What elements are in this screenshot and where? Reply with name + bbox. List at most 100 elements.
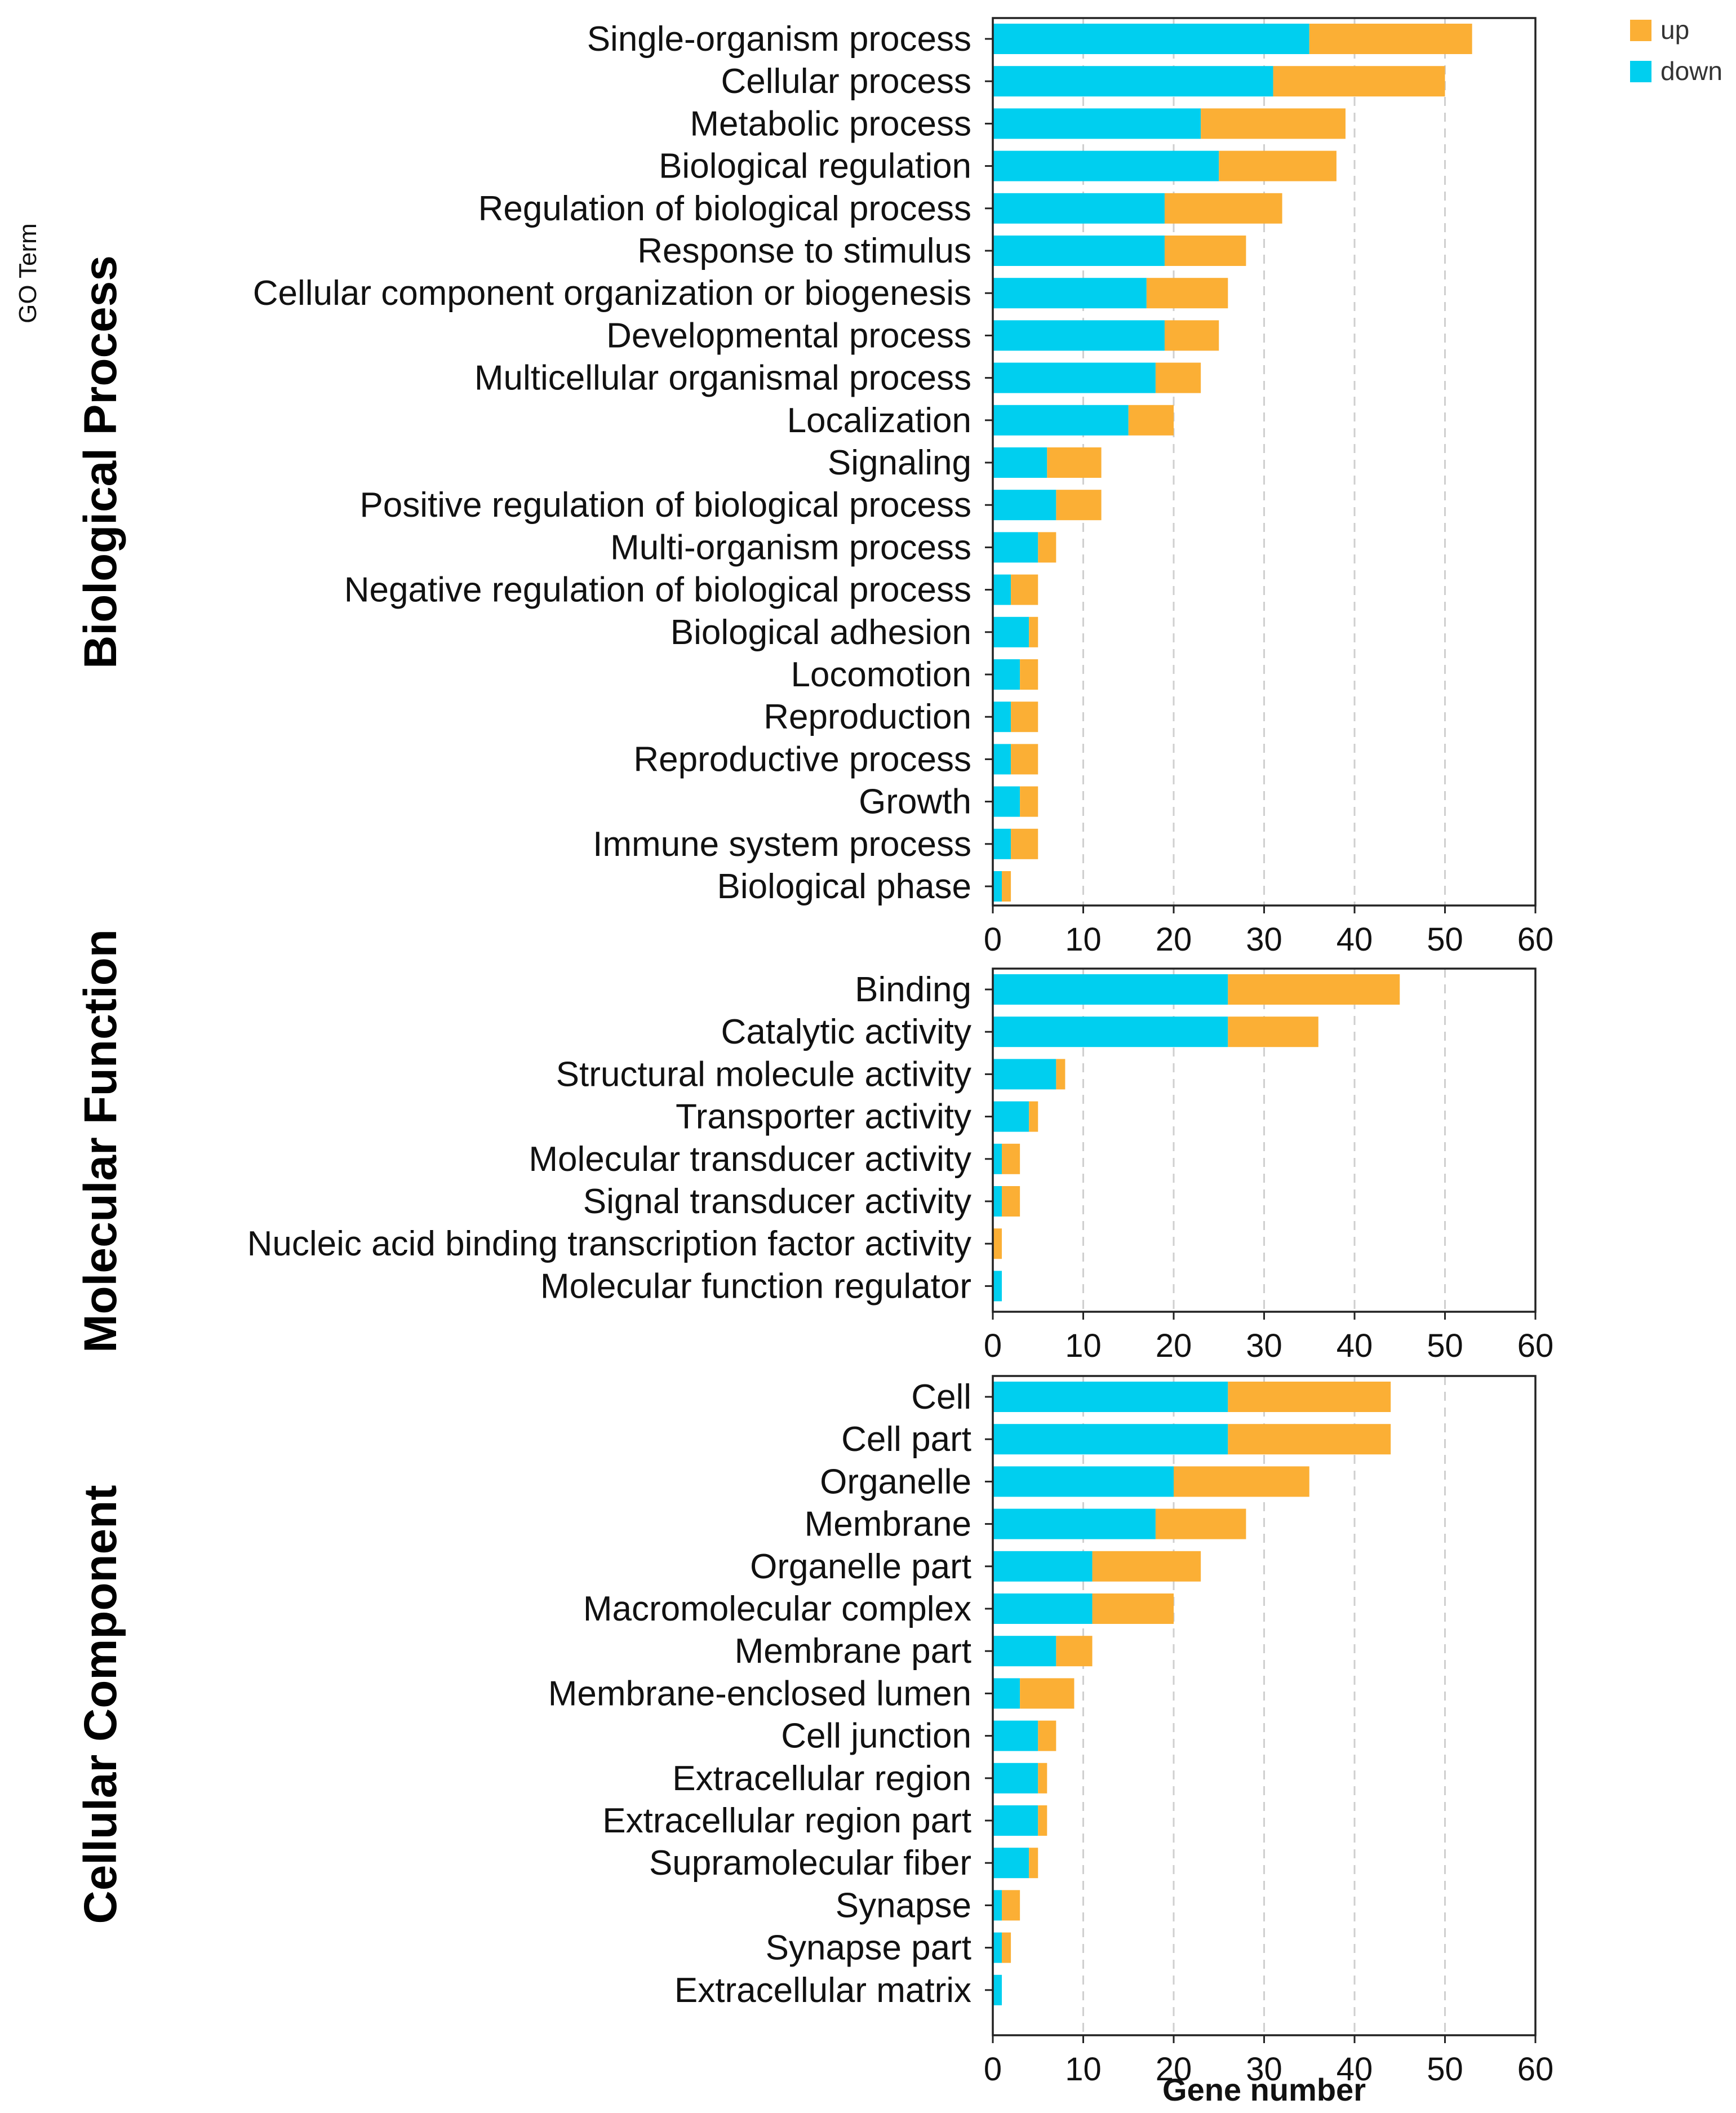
bar-up-synapse [1002, 1890, 1020, 1921]
category-label-negative-regulation-of-biological-process: Negative regulation of biological proces… [344, 571, 971, 610]
category-label-cellular-process: Cellular process [721, 62, 971, 101]
bar-up-cell-part [1228, 1424, 1391, 1455]
category-label-positive-regulation-of-biological-process: Positive regulation of biological proces… [359, 486, 971, 525]
y-axis-title: GO Term [14, 223, 42, 323]
x-tick-label-molecular-function-50: 50 [1427, 1328, 1463, 1364]
x-tick-label-cellular-component-40: 40 [1337, 2051, 1373, 2088]
category-label-metabolic-process: Metabolic process [690, 104, 971, 143]
bar-down-biological-adhesion [993, 616, 1029, 647]
category-label-synapse-part: Synapse part [766, 1929, 971, 1968]
bar-down-cellular-process [993, 66, 1273, 97]
bar-up-single-organism-process [1309, 24, 1472, 54]
bar-up-catalytic-activity [1228, 1016, 1318, 1047]
bar-up-nucleic-acid-binding-transcription-factor-activity [993, 1228, 1002, 1259]
x-tick-label-molecular-function-20: 20 [1156, 1328, 1192, 1364]
bar-up-regulation-of-biological-process [1164, 193, 1282, 224]
legend-label-down: down [1660, 56, 1722, 86]
bar-down-catalytic-activity [993, 1016, 1228, 1047]
x-tick-label-cellular-component-0: 0 [984, 2051, 1002, 2088]
category-label-organelle-part: Organelle part [750, 1547, 971, 1586]
category-label-immune-system-process: Immune system process [593, 825, 971, 864]
bar-up-positive-regulation-of-biological-process [1056, 490, 1102, 521]
category-label-transporter-activity: Transporter activity [676, 1098, 971, 1137]
category-label-growth: Growth [859, 783, 971, 822]
x-tick-label-molecular-function-30: 30 [1246, 1328, 1282, 1364]
x-tick-label-cellular-component-60: 60 [1517, 2051, 1554, 2088]
x-tick-label-molecular-function-40: 40 [1337, 1328, 1373, 1364]
category-label-locomotion: Locomotion [791, 655, 971, 694]
bar-down-cellular-component-organization-or-biogenesis [993, 278, 1147, 309]
bar-up-multi-organism-process [1038, 532, 1056, 563]
x-tick-label-cellular-component-10: 10 [1065, 2051, 1102, 2088]
category-label-biological-adhesion: Biological adhesion [671, 613, 971, 652]
bar-down-structural-molecule-activity [993, 1059, 1056, 1090]
bar-down-organelle-part [993, 1551, 1093, 1582]
bar-down-transporter-activity [993, 1101, 1029, 1132]
panel-title-molecular-function: Molecular Function [75, 929, 126, 1353]
bar-down-molecular-transducer-activity [993, 1143, 1002, 1174]
bar-up-membrane [1155, 1508, 1246, 1539]
bar-up-biological-adhesion [1029, 616, 1038, 647]
category-label-structural-molecule-activity: Structural molecule activity [556, 1055, 971, 1094]
bar-down-extracellular-region-part [993, 1805, 1038, 1836]
category-label-biological-phase: Biological phase [717, 867, 971, 906]
bar-down-negative-regulation-of-biological-process [993, 574, 1011, 605]
bar-down-cell-junction [993, 1720, 1038, 1751]
category-label-nucleic-acid-binding-transcription-factor-activity: Nucleic acid binding transcription facto… [247, 1224, 971, 1263]
bar-up-cellular-component-organization-or-biogenesis [1146, 278, 1228, 309]
bar-up-organelle [1174, 1466, 1309, 1497]
category-label-multicellular-organismal-process: Multicellular organismal process [474, 359, 971, 398]
bar-down-extracellular-region [993, 1763, 1038, 1794]
x-tick-label-molecular-function-60: 60 [1517, 1328, 1554, 1364]
bar-down-supramolecular-fiber [993, 1848, 1029, 1879]
bar-up-negative-regulation-of-biological-process [1011, 574, 1038, 605]
x-tick-label-biological-process-40: 40 [1337, 921, 1373, 958]
bar-down-reproduction [993, 702, 1011, 733]
category-label-catalytic-activity: Catalytic activity [721, 1013, 971, 1051]
bar-down-single-organism-process [993, 24, 1309, 54]
bar-up-extracellular-region [1038, 1763, 1047, 1794]
bar-up-extracellular-region-part [1038, 1805, 1047, 1836]
bar-up-locomotion [1020, 659, 1038, 690]
bar-down-cell [993, 1382, 1228, 1412]
bar-down-membrane-part [993, 1636, 1056, 1667]
x-tick-label-cellular-component-30: 30 [1246, 2051, 1282, 2088]
bar-up-cell [1228, 1382, 1391, 1412]
bar-up-signal-transducer-activity [1002, 1186, 1020, 1217]
bar-down-macromolecular-complex [993, 1593, 1093, 1624]
bar-down-developmental-process [993, 320, 1165, 351]
panel-title-cellular-component: Cellular Component [75, 1485, 126, 1924]
category-label-organelle: Organelle [820, 1462, 971, 1501]
bar-down-metabolic-process [993, 108, 1201, 139]
bar-up-multicellular-organismal-process [1155, 362, 1201, 393]
bar-down-membrane [993, 1508, 1156, 1539]
category-label-localization: Localization [787, 401, 971, 440]
bar-down-biological-regulation [993, 150, 1219, 181]
x-tick-label-biological-process-60: 60 [1517, 921, 1554, 958]
x-tick-label-cellular-component-50: 50 [1427, 2051, 1463, 2088]
category-label-cell: Cell [911, 1378, 971, 1417]
x-tick-label-biological-process-20: 20 [1156, 921, 1192, 958]
bar-down-cell-part [993, 1424, 1228, 1455]
category-label-signaling: Signaling [828, 443, 971, 482]
x-tick-label-cellular-component-20: 20 [1156, 2051, 1192, 2088]
bar-down-localization [993, 405, 1129, 436]
bar-down-locomotion [993, 659, 1020, 690]
bar-down-regulation-of-biological-process [993, 193, 1165, 224]
category-label-cell-junction: Cell junction [781, 1717, 971, 1756]
x-tick-label-molecular-function-10: 10 [1065, 1328, 1102, 1364]
x-axis-title: Gene number [1162, 2072, 1366, 2107]
bar-up-binding [1228, 974, 1400, 1005]
x-tick-label-molecular-function-0: 0 [984, 1328, 1002, 1364]
category-label-cellular-component-organization-or-biogenesis: Cellular component organization or bioge… [253, 274, 971, 313]
bar-up-supramolecular-fiber [1029, 1848, 1038, 1879]
category-label-supramolecular-fiber: Supramolecular fiber [649, 1844, 971, 1883]
category-label-multi-organism-process: Multi-organism process [610, 528, 971, 567]
x-tick-label-biological-process-10: 10 [1065, 921, 1102, 958]
bar-down-immune-system-process [993, 828, 1011, 859]
category-label-membrane-part: Membrane part [735, 1632, 971, 1671]
bar-up-organelle-part [1092, 1551, 1201, 1582]
x-tick-label-biological-process-50: 50 [1427, 921, 1463, 958]
bar-up-structural-molecule-activity [1056, 1059, 1065, 1090]
category-label-macromolecular-complex: Macromolecular complex [583, 1590, 971, 1628]
